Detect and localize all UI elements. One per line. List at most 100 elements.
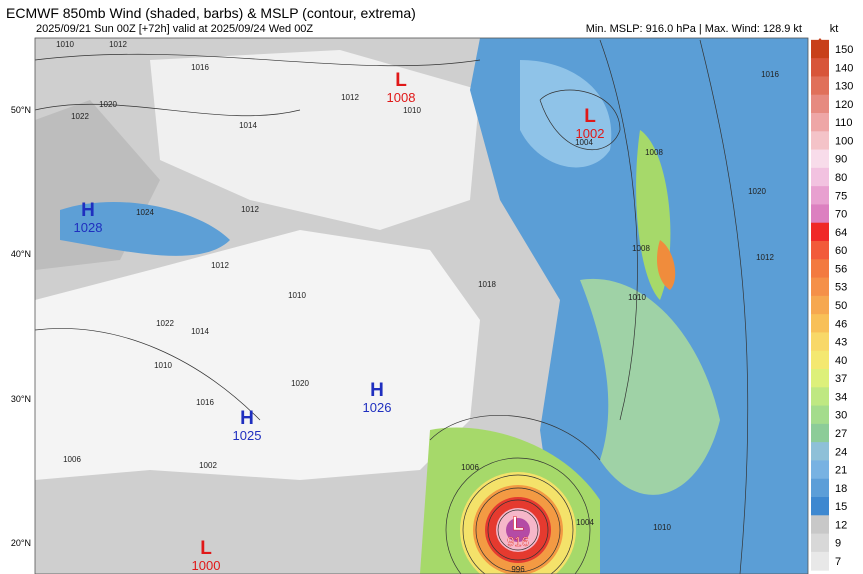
colorbar-swatch [811, 167, 829, 187]
colorbar-label: 24 [835, 446, 847, 458]
colorbar-swatch [811, 295, 829, 315]
colorbar-swatch [811, 369, 829, 388]
colorbar-swatch [811, 149, 829, 169]
contour-label: 1020 [99, 100, 117, 109]
stats: Min. MSLP: 916.0 hPa | Max. Wind: 128.9 … [586, 23, 802, 35]
colorbar-label: 120 [835, 99, 853, 111]
colorbar-label: 9 [835, 538, 841, 550]
colorbar-swatch [811, 39, 829, 59]
colorbar-swatch [811, 387, 829, 407]
contour-label: 1002 [199, 461, 217, 470]
contour-label: 1010 [628, 293, 646, 302]
contour-label: 1006 [63, 455, 81, 464]
wind-band [60, 201, 230, 256]
extremum-value: 1028 [74, 220, 103, 235]
colorbar-swatch [811, 186, 829, 205]
contour-label: 1016 [196, 398, 214, 407]
contour-label: 1010 [653, 523, 671, 532]
colorbar-swatch [811, 533, 829, 553]
colorbar-swatch [811, 332, 829, 352]
contour-label: 1016 [191, 63, 209, 72]
colorbar-swatch [811, 76, 829, 96]
colorbar-swatch [811, 460, 829, 480]
extremum-symbol: L [512, 514, 524, 535]
colorbar-label: 7 [835, 556, 841, 568]
colorbar-label: 21 [835, 465, 847, 477]
contour-label: 1004 [575, 138, 593, 147]
contour-label: 1024 [136, 208, 154, 217]
extremum-symbol: H [370, 380, 384, 401]
extremum-value: 1008 [387, 90, 416, 105]
colorbar-label: 80 [835, 172, 847, 184]
contour-label: 1012 [756, 253, 774, 262]
colorbar-swatch [811, 94, 829, 114]
colorbar-label: 43 [835, 337, 847, 349]
colorbar-swatch [811, 277, 829, 297]
contour-label: 1022 [71, 112, 89, 121]
contour-label: 1010 [403, 106, 421, 115]
wind-band [580, 278, 720, 495]
colorbar-swatch [811, 350, 829, 370]
extremum-value: 1002 [576, 126, 605, 141]
colorbar-swatch [811, 131, 829, 151]
colorbar-label: 30 [835, 410, 847, 422]
colorbar-label: 53 [835, 282, 847, 294]
colorbar-label: 18 [835, 483, 847, 495]
extremum-value: 1025 [233, 428, 262, 443]
colorbar-label: 15 [835, 501, 847, 513]
extremum-symbol: L [584, 106, 596, 127]
contour-label: 1014 [239, 121, 257, 130]
contour-label: 1020 [748, 187, 766, 196]
colorbar-swatch [811, 241, 829, 260]
contour-label: 1012 [241, 205, 259, 214]
extremum-value: 916 [507, 534, 529, 549]
colorbar-label: 90 [835, 154, 847, 166]
typhoon-ring [506, 518, 530, 542]
wind-band [657, 240, 676, 290]
latitude-label: 50°N [11, 105, 31, 115]
isobars [35, 39, 749, 574]
wind-band [520, 60, 612, 168]
colorbar-label: 37 [835, 373, 847, 385]
map-frame [34, 37, 809, 574]
map-area [35, 38, 808, 574]
colorbar-label: 100 [835, 135, 853, 147]
colorbar-swatch [811, 58, 829, 77]
contour-label: 1018 [478, 280, 496, 289]
contour-label: 1010 [56, 40, 74, 49]
contour-label: 1010 [154, 361, 172, 370]
contour-label: 1016 [761, 70, 779, 79]
contour-label: 996 [511, 565, 525, 574]
colorbar-swatch [811, 204, 829, 224]
colorbar-label: 12 [835, 519, 847, 531]
colorbar-label: 34 [835, 391, 847, 403]
extremum-symbol: L [395, 70, 407, 91]
contour-label: 1012 [109, 40, 127, 49]
colorbar-label: 130 [835, 81, 853, 93]
contour-label: 1014 [191, 327, 209, 336]
extremum-value: 1000 [192, 558, 221, 573]
colorbar-label: 110 [835, 117, 853, 129]
colorbar-label: 140 [835, 62, 853, 74]
land-light [35, 230, 480, 480]
colorbar-swatch [811, 442, 829, 461]
extremum-symbol: L [200, 538, 212, 559]
colorbar-label: 46 [835, 318, 847, 330]
colorbar-label: 40 [835, 355, 847, 367]
contour-label: 1020 [291, 379, 309, 388]
latitude-label: 30°N [11, 394, 31, 404]
contour-label: 1012 [211, 261, 229, 270]
colorbar-swatch [811, 497, 829, 516]
subtitle: 2025/09/21 Sun 00Z [+72h] valid at 2025/… [36, 23, 313, 35]
colorbar-swatch [811, 515, 829, 535]
colorbar-swatch [811, 222, 829, 242]
colorbar-label: 150 [835, 44, 853, 56]
contour-label: 1010 [288, 291, 306, 300]
colorbar-unit: kt [830, 23, 839, 35]
extremum-symbol: H [240, 408, 254, 429]
colorbar-swatch [811, 314, 829, 333]
colorbar-swatch [811, 259, 829, 279]
colorbar-swatch [811, 551, 829, 571]
